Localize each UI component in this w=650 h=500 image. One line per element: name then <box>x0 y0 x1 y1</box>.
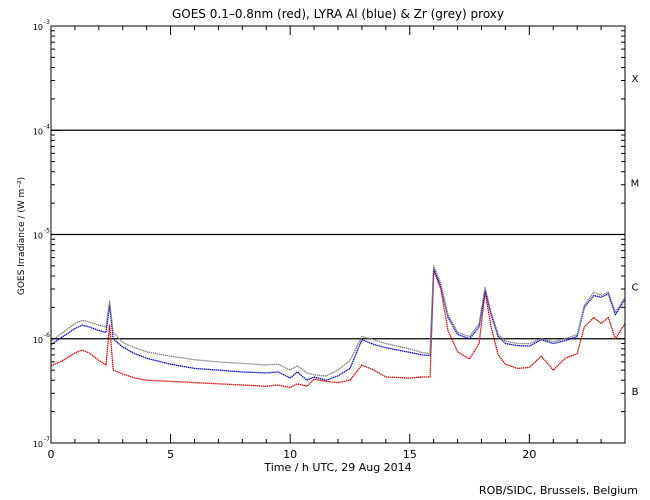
y-tick-label-4: 10 <box>33 23 43 32</box>
chart-title: GOES 0.1–0.8nm (red), LYRA Al (blue) & Z… <box>172 7 504 21</box>
credit-label: ROB/SIDC, Brussels, Belgium <box>479 484 638 497</box>
x-tick-label-0: 0 <box>48 448 55 461</box>
y-tick-label-3: 10 <box>33 127 43 136</box>
flare-class-b: B <box>632 387 639 398</box>
x-axis: 0 5 10 15 20 <box>48 26 626 461</box>
threshold-lines <box>51 129 625 340</box>
y-tick-exponent-3: -4 <box>44 123 50 130</box>
series-line-0 <box>50 270 626 389</box>
flare-class-m: M <box>631 178 640 189</box>
y-axis-label: GOES Irradiance / (W m⁻²) <box>17 177 27 295</box>
y-tick-exponent-1: -6 <box>44 332 50 339</box>
x-tick-label-3: 15 <box>403 448 417 461</box>
y-tick-label-0: 10 <box>33 440 43 449</box>
series-layer <box>50 265 626 389</box>
flare-class-labels: X M C B <box>631 74 640 398</box>
series-line-1 <box>50 268 626 381</box>
x-tick-label-1: 5 <box>167 448 174 461</box>
series-line-2 <box>50 265 626 377</box>
x-tick-label-4: 20 <box>522 448 536 461</box>
x-axis-label: Time / h UTC, 29 Aug 2014 <box>263 461 411 474</box>
y-tick-label-1: 10 <box>33 336 43 345</box>
y-tick-exponent-4: -3 <box>44 19 50 26</box>
flare-class-x: X <box>632 74 639 85</box>
y-tick-exponent-2: -5 <box>44 228 50 235</box>
x-tick-label-2: 10 <box>283 448 297 461</box>
y-tick-exponent-0: -7 <box>44 436 50 443</box>
flare-class-c: C <box>632 283 639 294</box>
y-tick-label-2: 10 <box>33 232 43 241</box>
y-axis: 10-710-610-510-410-3 <box>33 19 625 449</box>
